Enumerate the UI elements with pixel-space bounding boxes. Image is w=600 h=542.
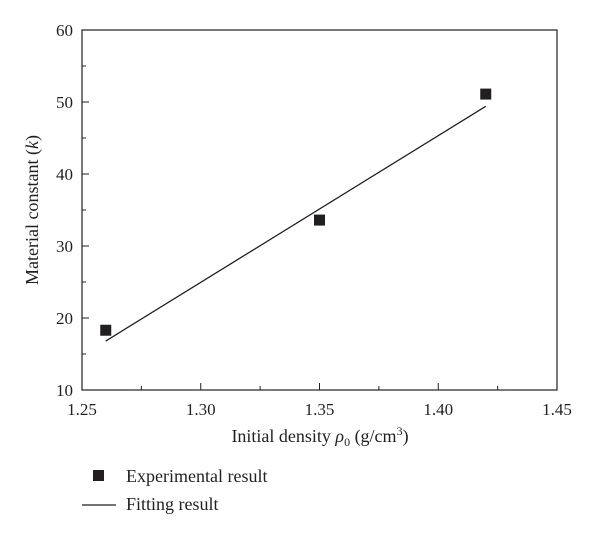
x-axis-title-main: Initial density <box>231 426 335 446</box>
legend-label-experimental: Experimental result <box>126 466 267 486</box>
legend: Experimental result Fitting result <box>82 466 267 514</box>
y-axis-title-main: Material constant ( <box>22 149 43 285</box>
y-tick-label: 40 <box>56 165 73 184</box>
fit-line <box>105 105 487 342</box>
y-axis-title-close: ) <box>22 135 43 141</box>
x-tick-label: 1.25 <box>67 400 97 419</box>
y-tick-label: 20 <box>56 309 73 328</box>
x-tick-label: 1.40 <box>423 400 453 419</box>
y-axis-title-symbol: k <box>22 140 42 149</box>
marks-layer <box>100 88 492 342</box>
x-tick-label: 1.35 <box>305 400 335 419</box>
y-tick-label: 10 <box>56 381 73 400</box>
x-axis-title: Initial density ρ0 (g/cm3) <box>231 424 408 449</box>
y-tick-label: 50 <box>56 93 73 112</box>
plot-frame <box>81 29 558 391</box>
ticks-layer: 1.25 1.30 1.35 1.40 1.45 10 20 30 40 50 60 <box>56 21 572 419</box>
y-tick-label: 30 <box>56 237 73 256</box>
x-axis-title-symbol: ρ <box>334 426 344 446</box>
x-tick-label: 1.45 <box>542 400 572 419</box>
data-point-square <box>100 324 112 336</box>
x-tick-label: 1.30 <box>186 400 216 419</box>
data-point-square <box>314 214 325 226</box>
x-axis-title-subscript: 0 <box>344 435 350 449</box>
x-axis-title-unit: (g/cm <box>350 426 397 447</box>
y-tick-label: 60 <box>56 21 73 40</box>
x-axis-title-unit-sup: 3 <box>397 424 403 438</box>
y-axis-title: Material constant (k) <box>22 135 43 285</box>
x-axis-title-unit-close: ) <box>403 426 409 447</box>
legend-square-marker <box>93 470 104 481</box>
data-point-square <box>480 88 492 100</box>
legend-label-fitting: Fitting result <box>126 494 219 514</box>
